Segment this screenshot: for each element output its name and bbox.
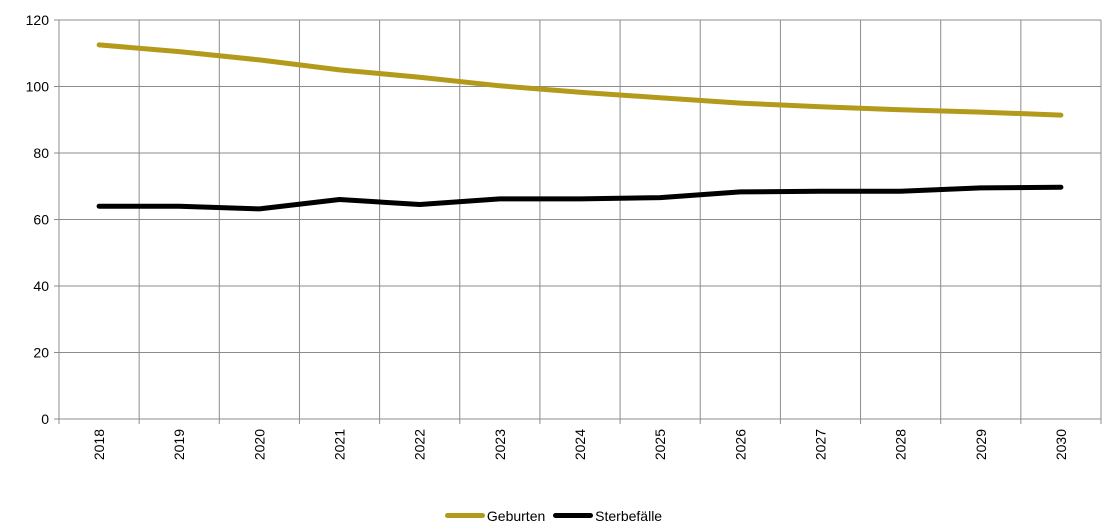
y-tick-label-0: 0	[41, 411, 49, 427]
x-tick-label-2022: 2022	[412, 429, 428, 460]
x-tick-label-2023: 2023	[492, 429, 508, 460]
series-line-geburten	[96, 42, 1064, 118]
legend-swatch-sterbefaelle	[553, 513, 594, 518]
x-tick-label-2021: 2021	[332, 429, 348, 460]
y-tick-label-80: 80	[33, 145, 49, 161]
x-tick-label-2030: 2030	[1053, 429, 1069, 460]
line-chart: 0 20 40 60 80 100 120 2018 2019 2020 2021 2022 2023 2…	[26, 12, 1102, 460]
x-tick-label-2028: 2028	[893, 429, 909, 460]
x-tick-label-2020: 2020	[251, 429, 267, 460]
y-tick-label-120: 120	[26, 12, 50, 28]
y-tick-label-20: 20	[33, 345, 49, 361]
x-tick-label-2026: 2026	[732, 429, 748, 460]
legend-item-geburten: Geburten	[444, 507, 546, 524]
x-tick-label-2029: 2029	[973, 429, 989, 460]
x-tick-label-2025: 2025	[652, 429, 668, 460]
x-tick-label-2027: 2027	[812, 429, 828, 460]
legend-item-sterbefaelle: Sterbefälle	[553, 508, 662, 524]
legend-label-geburten: Geburten	[486, 507, 546, 524]
y-tick-label-100: 100	[26, 79, 50, 95]
legend-label-sterbefaelle: Sterbefälle	[595, 507, 663, 524]
y-tick-label-60: 60	[33, 212, 49, 228]
legend-swatch-geburten	[444, 513, 485, 518]
x-tick-label-2018: 2018	[91, 429, 107, 460]
y-tick-label-40: 40	[33, 278, 49, 294]
x-tick-label-2024: 2024	[572, 429, 588, 460]
legend: Geburten Sterbefälle	[0, 505, 1107, 524]
series-line-sterbefaelle	[96, 184, 1064, 212]
x-tick-label-2019: 2019	[171, 429, 187, 460]
